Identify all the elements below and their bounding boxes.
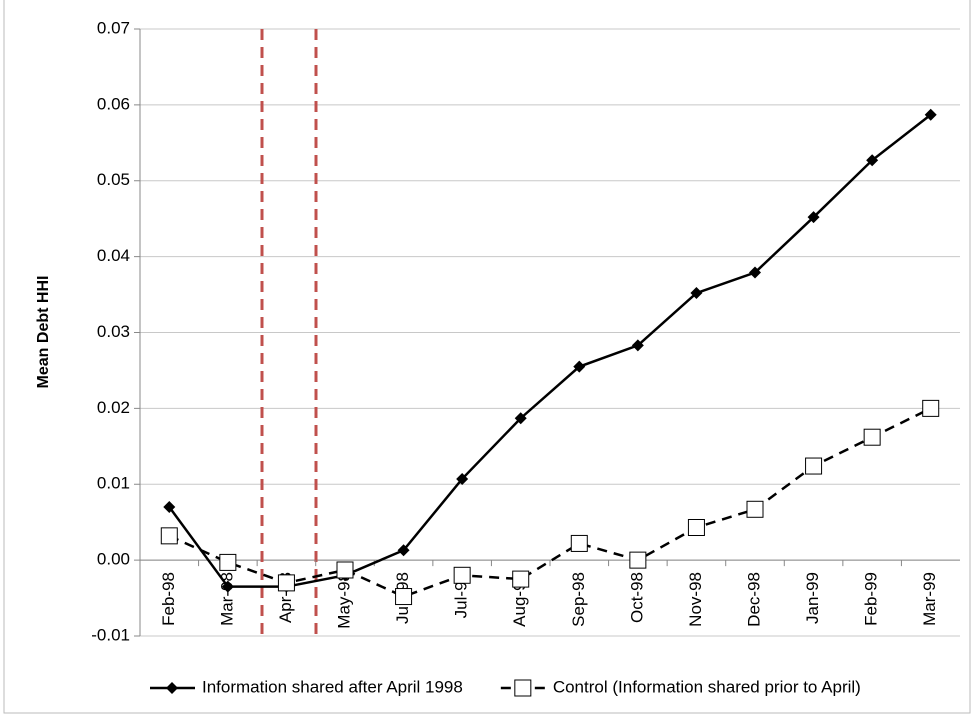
data-point [687, 518, 705, 536]
data-point [277, 574, 295, 592]
y-tick-label: 0.05 [97, 170, 130, 189]
x-tick-label: Nov-98 [686, 572, 705, 627]
x-tick-label: Feb-99 [862, 572, 881, 626]
y-tick-label: 0.02 [97, 398, 130, 417]
legend-label: Information shared after April 1998 [202, 677, 463, 696]
data-point [336, 561, 354, 579]
data-point [453, 566, 471, 584]
series-line [168, 113, 932, 588]
data-point [514, 679, 532, 697]
data-point [512, 570, 530, 588]
data-point [746, 500, 764, 518]
data-point [805, 457, 823, 475]
series-line [168, 407, 932, 598]
x-tick-label: May-98 [334, 572, 353, 629]
data-point [395, 588, 413, 606]
data-point [221, 580, 234, 593]
y-tick-label: 0.01 [97, 474, 130, 493]
data-point [807, 211, 820, 224]
x-tick-label: Jan-99 [803, 572, 822, 624]
data-point [570, 534, 588, 552]
data-point [749, 266, 761, 279]
x-tick-label: Feb-98 [159, 572, 178, 626]
data-point [924, 108, 937, 121]
chart-frame [3, 0, 971, 714]
data-point [573, 360, 586, 373]
data-point [456, 472, 469, 485]
data-point [922, 399, 940, 417]
data-point [514, 412, 527, 425]
y-tick-label: -0.01 [91, 625, 130, 644]
x-tick-label: Mar-99 [920, 572, 939, 626]
y-axis-label: Mean Debt HHI [35, 276, 52, 389]
data-point [629, 551, 647, 569]
y-tick-label: 0.07 [97, 18, 130, 37]
y-tick-label: 0.04 [97, 246, 130, 265]
data-point [863, 428, 881, 446]
data-point [866, 154, 879, 167]
y-tick-label: 0.06 [97, 94, 130, 113]
data-point [163, 501, 176, 514]
x-tick-label: Sep-98 [569, 572, 588, 627]
data-point [631, 339, 644, 352]
y-tick-label: 0.00 [97, 550, 130, 569]
y-tick-label: 0.03 [97, 322, 130, 341]
x-tick-label: Mar-98 [217, 572, 236, 626]
data-point [397, 544, 410, 557]
data-point [166, 682, 178, 694]
legend-label: Control (Information shared prior to Apr… [553, 677, 861, 696]
data-point [160, 527, 178, 545]
data-point [219, 553, 237, 571]
x-tick-label: Oct-98 [627, 572, 646, 623]
x-tick-label: Dec-98 [744, 572, 763, 627]
data-point [690, 287, 703, 300]
